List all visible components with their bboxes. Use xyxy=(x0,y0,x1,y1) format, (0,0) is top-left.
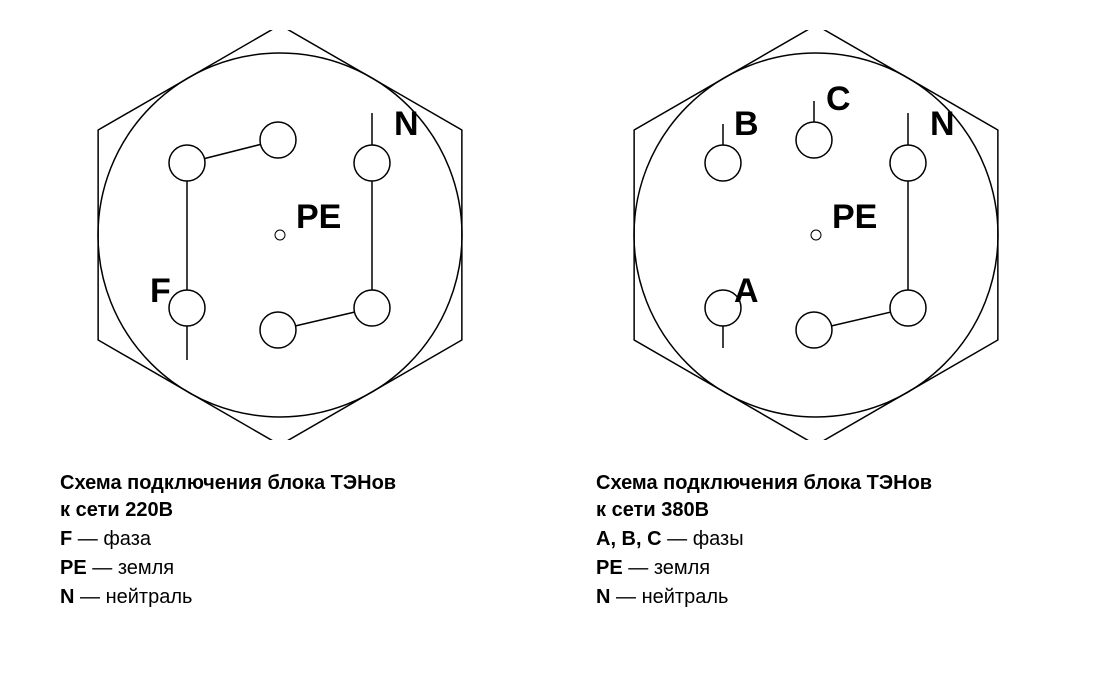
caption-220v-title-line2: к сети 220В xyxy=(60,497,396,524)
caption-380v-title-line1: Схема подключения блока ТЭНов xyxy=(596,470,932,497)
legend-220v-line-0: F — фаза xyxy=(60,526,396,553)
legend-dash: — xyxy=(623,557,654,579)
terminal-label: PE xyxy=(296,198,341,236)
terminal-label: B xyxy=(734,105,759,143)
hexagon-outline xyxy=(634,30,998,440)
legend-380v-line-1: PE — земля xyxy=(596,555,932,582)
caption-220v: Схема подключения блока ТЭНов к сети 220… xyxy=(60,470,396,611)
legend-symbol: N xyxy=(596,586,610,608)
legend-meaning: фазы xyxy=(693,528,744,550)
legend-380v-line-0: A, B, C — фазы xyxy=(596,526,932,553)
terminal-circle xyxy=(890,290,926,326)
caption-380v: Схема подключения блока ТЭНов к сети 380… xyxy=(596,470,932,611)
legend-meaning: земля xyxy=(118,557,174,579)
diagram-380v: B C N PE A xyxy=(596,30,1036,440)
legend-meaning: нейтраль xyxy=(642,586,729,608)
legend-symbol: F xyxy=(60,528,72,550)
terminal-circle xyxy=(260,122,296,158)
legend-380v-line-2: N — нейтраль xyxy=(596,584,932,611)
legend-symbol: N xyxy=(60,586,74,608)
center-dot xyxy=(811,230,821,240)
legend-220v-line-2: N — нейтраль xyxy=(60,584,396,611)
terminal-label: N xyxy=(394,105,419,143)
terminal-circle xyxy=(169,290,205,326)
legend-dash: — xyxy=(72,528,103,550)
terminal-circle xyxy=(796,122,832,158)
terminal-label: C xyxy=(826,80,851,118)
legend-dash: — xyxy=(87,557,118,579)
terminal-circle xyxy=(354,290,390,326)
legend-symbol: PE xyxy=(596,557,623,579)
legend-meaning: фаза xyxy=(103,528,151,550)
terminal-circle xyxy=(796,312,832,348)
terminal-label: PE xyxy=(832,198,877,236)
diagram-220v: N PE F xyxy=(60,30,500,440)
legend-dash: — xyxy=(662,528,693,550)
legend-meaning: нейтраль xyxy=(106,586,193,608)
legend-symbol: PE xyxy=(60,557,87,579)
legend-dash: — xyxy=(74,586,105,608)
terminal-circle xyxy=(890,145,926,181)
terminal-label: F xyxy=(150,272,171,310)
caption-380v-title-line2: к сети 380В xyxy=(596,497,932,524)
hexagon-outline xyxy=(98,30,462,440)
terminal-circle xyxy=(705,145,741,181)
diagram-380v-svg: B C N PE A xyxy=(596,30,1036,440)
legend-symbol: A, B, C xyxy=(596,528,662,550)
terminal-label: N xyxy=(930,105,955,143)
center-dot xyxy=(275,230,285,240)
legend-dash: — xyxy=(610,586,641,608)
diagram-220v-svg: N PE F xyxy=(60,30,500,440)
caption-220v-title-line1: Схема подключения блока ТЭНов xyxy=(60,470,396,497)
terminal-circle xyxy=(354,145,390,181)
terminal-circle xyxy=(169,145,205,181)
legend-220v-line-1: PE — земля xyxy=(60,555,396,582)
terminal-label: A xyxy=(734,272,759,310)
terminal-circle xyxy=(260,312,296,348)
legend-meaning: земля xyxy=(654,557,710,579)
